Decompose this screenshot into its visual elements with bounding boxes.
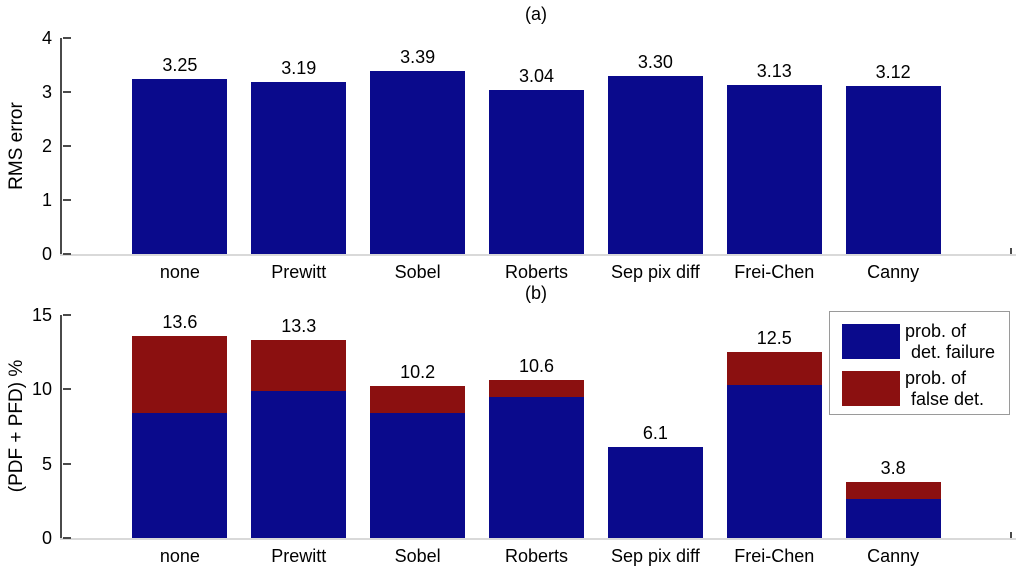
bar-roberts-series-1 <box>489 380 584 397</box>
y-tick-label: 1 <box>41 190 52 210</box>
legend-label-line: prob. of <box>905 368 967 388</box>
legend-label-0: prob. of det. failure <box>905 321 995 363</box>
bar-sobel-series-1 <box>370 386 466 414</box>
bar-sobel-series-0 <box>370 70 466 254</box>
bar-frei-chen-series-0 <box>726 84 822 254</box>
bar-sep-pix-diff-series-0 <box>607 75 703 254</box>
x-category-label: Prewitt <box>271 546 327 566</box>
bar-value-label: 6.1 <box>642 423 668 444</box>
y-tick-label: 0 <box>41 244 52 264</box>
bar-value-label: 3.39 <box>400 46 436 67</box>
y-tick-label: 3 <box>41 82 52 102</box>
bar-value-label: 10.2 <box>400 362 436 383</box>
bar-value-label: 3.19 <box>281 57 317 78</box>
bar-value-label: 13.3 <box>281 316 317 337</box>
bar-prewitt-series-0 <box>251 390 347 538</box>
x-category-label: Canny <box>867 546 920 566</box>
y-tick-label: 10 <box>31 379 52 400</box>
y-tick-mark <box>63 314 71 316</box>
bar-canny-series-1 <box>845 481 941 500</box>
bar-canny-series-0 <box>845 499 941 538</box>
y-tick-mark <box>63 91 71 93</box>
legend-label-1: prob. of false det. <box>905 368 984 410</box>
y-tick-label: 2 <box>41 136 52 156</box>
bar-sep-pix-diff-series-0 <box>607 447 703 538</box>
bar-prewitt-series-1 <box>251 340 347 391</box>
y-tick-label: 4 <box>41 28 52 48</box>
y-axis-line <box>60 315 62 540</box>
x-category-label: Frei-Chen <box>734 262 815 282</box>
bar-sobel-series-0 <box>370 413 466 538</box>
y-tick-mark <box>63 537 71 539</box>
x-category-label: Sobel <box>394 546 441 566</box>
x-category-label: none <box>159 546 200 566</box>
y-tick-label: 0 <box>41 528 52 548</box>
legend-swatch-1 <box>842 371 900 406</box>
x-category-label: Sobel <box>394 262 441 282</box>
y-tick-mark <box>63 145 71 147</box>
x-axis-end-tick <box>1010 248 1012 254</box>
chart-b-legend: prob. of det. failure prob. of false det. <box>829 311 1010 415</box>
bar-frei-chen-series-0 <box>726 384 822 538</box>
x-category-label: Sep pix diff <box>611 546 700 566</box>
y-tick-mark <box>63 388 71 391</box>
y-axis-line <box>60 38 62 256</box>
bar-value-label: 3.12 <box>875 61 911 82</box>
bar-value-label: 10.6 <box>518 356 555 377</box>
bar-frei-chen-series-1 <box>726 352 822 385</box>
x-category-label: Roberts <box>504 262 569 282</box>
legend-label-line: false det. <box>911 389 985 409</box>
y-tick-mark <box>63 37 71 39</box>
x-category-label: none <box>159 262 200 282</box>
bar-value-label: 3.04 <box>518 65 555 86</box>
bar-value-label: 3.13 <box>756 60 792 81</box>
legend-label-line: det. failure <box>911 342 996 362</box>
bar-roberts-series-0 <box>489 89 584 254</box>
bar-roberts-series-0 <box>489 396 584 538</box>
bar-prewitt-series-0 <box>251 81 347 254</box>
bar-canny-series-0 <box>845 85 941 254</box>
bar-value-label: 13.6 <box>162 311 198 332</box>
x-category-label: Canny <box>867 262 920 282</box>
x-axis-end-tick <box>1010 532 1012 538</box>
y-tick-label: 5 <box>41 453 52 474</box>
bar-value-label: 3.30 <box>637 51 673 72</box>
x-category-label: Sep pix diff <box>611 262 700 282</box>
bar-value-label: 3.25 <box>162 54 198 75</box>
legend-swatch-0 <box>842 324 900 359</box>
bar-none-series-0 <box>132 413 228 538</box>
x-axis-line <box>60 254 1016 256</box>
x-category-label: Prewitt <box>271 262 327 282</box>
y-tick-mark <box>63 462 71 465</box>
bar-value-label: 3.8 <box>880 457 906 478</box>
y-tick-label: 15 <box>31 305 52 325</box>
x-axis-line <box>60 538 1016 540</box>
y-tick-mark <box>63 253 71 255</box>
bar-none-series-0 <box>132 78 228 254</box>
bar-none-series-1 <box>132 335 228 414</box>
bar-value-label: 12.5 <box>756 328 792 349</box>
x-category-label: Roberts <box>504 546 569 566</box>
chart-a-title: (a) <box>525 4 547 24</box>
chart-b-title: (b) <box>525 283 547 303</box>
legend-label-line: prob. of <box>905 321 967 341</box>
x-category-label: Frei-Chen <box>734 546 815 566</box>
y-tick-mark <box>63 199 71 201</box>
